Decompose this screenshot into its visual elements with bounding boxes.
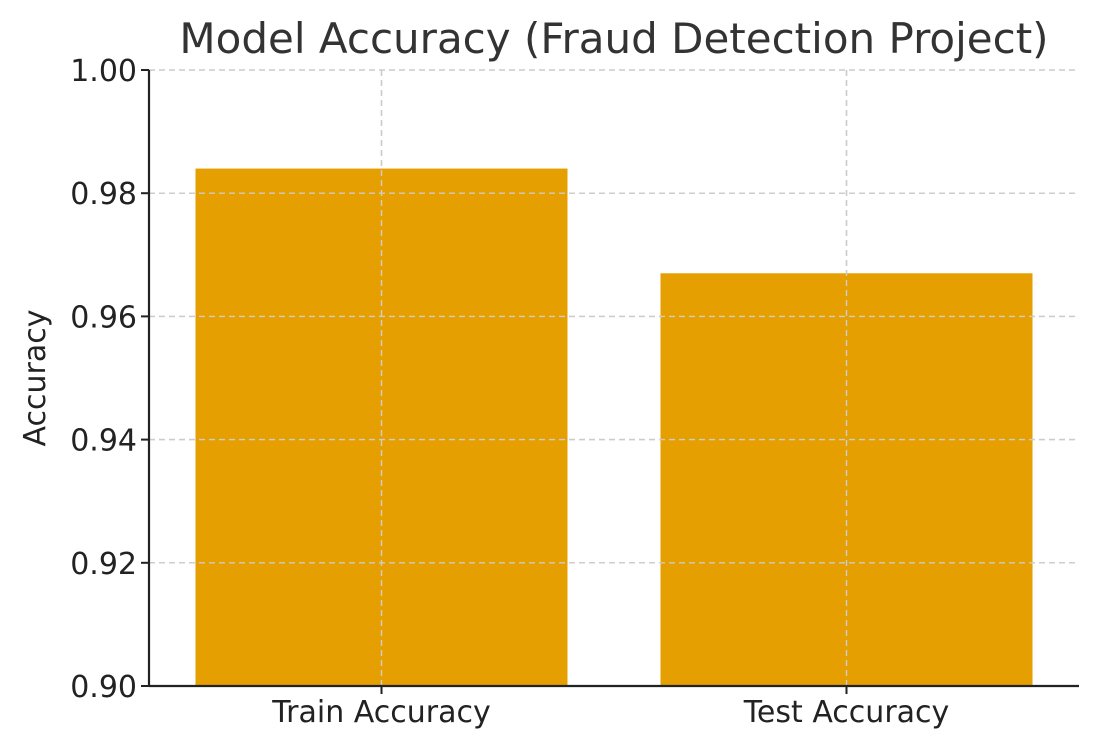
x-tick-label: Test Accuracy	[743, 695, 950, 730]
y-tick-label: 0.92	[70, 547, 137, 582]
axes	[141, 69, 1079, 694]
y-tick-label: 0.98	[70, 177, 137, 212]
chart-title: Model Accuracy (Fraud Detection Project)	[179, 14, 1048, 63]
y-axis-label: Accuracy	[18, 310, 53, 447]
y-tick-label: 1.00	[70, 54, 137, 89]
x-tick-label: Train Accuracy	[271, 695, 490, 730]
bar-train-accuracy	[195, 168, 568, 686]
tick-labels: 0.90 0.92 0.94 0.96 0.98 1.00 Train Accuracy Te…	[70, 54, 949, 730]
y-tick-label: 0.94	[70, 424, 137, 459]
bars	[149, 70, 1079, 686]
y-tick-label: 0.96	[70, 300, 137, 335]
y-tick-label: 0.90	[70, 670, 137, 705]
